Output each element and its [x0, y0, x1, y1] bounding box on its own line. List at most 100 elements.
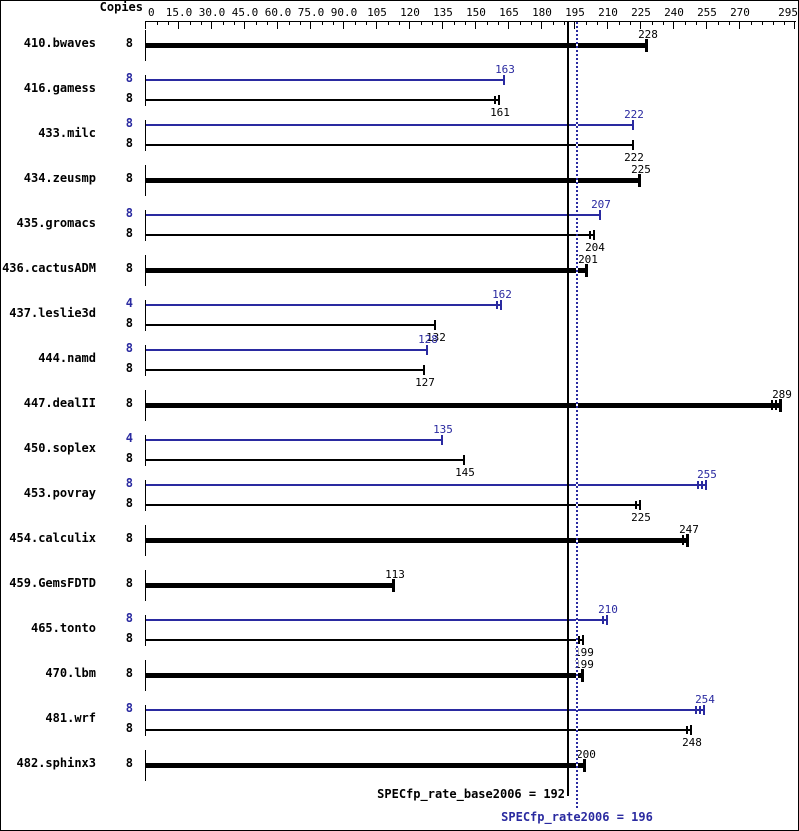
axis-tick-label: 295 [778, 6, 798, 19]
benchmark-axis-stub [145, 165, 146, 196]
axis-minor-tick [663, 21, 664, 25]
axis-ruler-line [145, 21, 796, 22]
axis-major-tick [211, 21, 212, 29]
bar-value-label: 289 [772, 388, 792, 401]
bar-end-cap [638, 174, 641, 187]
axis-tick-label: 60.0 [264, 6, 292, 19]
axis-minor-tick [454, 21, 455, 25]
bar-value-label: 254 [695, 693, 715, 706]
benchmark-axis-stub [145, 435, 146, 466]
axis-minor-tick [696, 21, 697, 25]
bar-value-label: 228 [638, 28, 658, 41]
axis-minor-tick [597, 21, 598, 25]
benchmark-label: 444.namd [38, 351, 96, 365]
bar-line [146, 403, 781, 408]
axis-minor-tick [718, 21, 719, 25]
bar-value-label: 255 [697, 468, 717, 481]
axis-tick-label: 150 [466, 6, 486, 19]
bar-line [146, 178, 640, 183]
benchmark-axis-stub [145, 255, 146, 286]
bar-value-label: 145 [455, 466, 475, 479]
bar-line [146, 304, 501, 306]
benchmark-axis-stub [145, 705, 146, 736]
benchmark-axis-stub [145, 390, 146, 421]
bar-run-mark [686, 726, 688, 734]
copies-value: 8 [125, 396, 133, 410]
bar-run-mark [771, 400, 773, 410]
axis-minor-tick [652, 21, 653, 25]
bar-value-label: 248 [682, 736, 702, 749]
axis-tick-label: 15.0 [165, 6, 193, 19]
bar-line [146, 144, 633, 146]
copies-value: 8 [125, 136, 133, 150]
axis-minor-tick [564, 21, 565, 25]
copies-value: 8 [125, 756, 133, 770]
axis-minor-tick [157, 21, 158, 25]
benchmark-axis-stub [145, 300, 146, 331]
bar-value-label: 210 [598, 603, 618, 616]
axis-major-tick [409, 21, 410, 29]
bar-line [146, 324, 435, 326]
benchmark-label: 437.leslie3d [9, 306, 96, 320]
bar-line [146, 619, 607, 621]
benchmark-axis-stub [145, 120, 146, 151]
axis-minor-tick [399, 21, 400, 25]
axis-minor-tick [553, 21, 554, 25]
benchmark-axis-stub [145, 660, 146, 691]
bar-line [146, 43, 647, 48]
bar-line [146, 709, 704, 711]
copies-value: 8 [125, 71, 133, 85]
bar-end-cap [392, 579, 395, 592]
bar-line [146, 79, 504, 81]
bar-end-cap [645, 39, 648, 52]
axis-major-tick [178, 21, 179, 29]
bar-end-cap [632, 120, 634, 130]
bar-run-mark [775, 400, 777, 410]
benchmark-label: 434.zeusmp [23, 171, 96, 185]
benchmark-label: 481.wrf [45, 711, 96, 725]
bar-value-label: 225 [631, 511, 651, 524]
axis-major-tick [607, 21, 608, 29]
bar-value-label: 163 [495, 63, 515, 76]
copies-value: 8 [125, 116, 133, 130]
axis-major-tick [739, 21, 740, 29]
bar-value-label: 132 [426, 331, 446, 344]
bar-value-label: 247 [679, 523, 699, 536]
axis-major-tick [541, 21, 542, 29]
bar-value-label: 200 [576, 748, 596, 761]
axis-major-tick [673, 21, 674, 29]
axis-tick-label: 165 [499, 6, 519, 19]
axis-major-tick [706, 21, 707, 29]
benchmark-label: 436.cactusADM [2, 261, 96, 275]
axis-minor-tick [762, 21, 763, 25]
bar-value-label: 222 [624, 108, 644, 121]
axis-tick-label: 30.0 [198, 6, 226, 19]
axis-minor-tick [388, 21, 389, 25]
bar-end-cap [423, 365, 425, 375]
benchmark-label: 410.bwaves [23, 36, 96, 50]
bar-line [146, 439, 442, 441]
bar-run-mark [682, 535, 684, 545]
benchmark-label: 450.soplex [23, 441, 96, 455]
copies-value: 8 [125, 531, 133, 545]
bar-line [146, 729, 691, 731]
bar-end-cap [779, 399, 782, 412]
bar-line [146, 459, 464, 461]
axis-tick-label: 225 [631, 6, 651, 19]
peak-summary-label: SPECfp_rate2006 = 196 [501, 810, 653, 824]
bar-run-mark [701, 481, 703, 489]
axis-minor-tick [729, 21, 730, 25]
benchmark-axis-stub [145, 750, 146, 781]
copies-value: 8 [125, 341, 133, 355]
axis-minor-tick [355, 21, 356, 25]
bar-line [146, 268, 587, 273]
bar-line [146, 504, 640, 506]
peak-reference-line [576, 22, 578, 810]
axis-minor-tick [256, 21, 257, 25]
copies-value: 8 [125, 36, 133, 50]
axis-minor-tick [773, 21, 774, 25]
bar-line [146, 214, 600, 216]
axis-tick-label: 45.0 [231, 6, 259, 19]
bar-line [146, 538, 688, 543]
bar-end-cap [639, 500, 641, 510]
